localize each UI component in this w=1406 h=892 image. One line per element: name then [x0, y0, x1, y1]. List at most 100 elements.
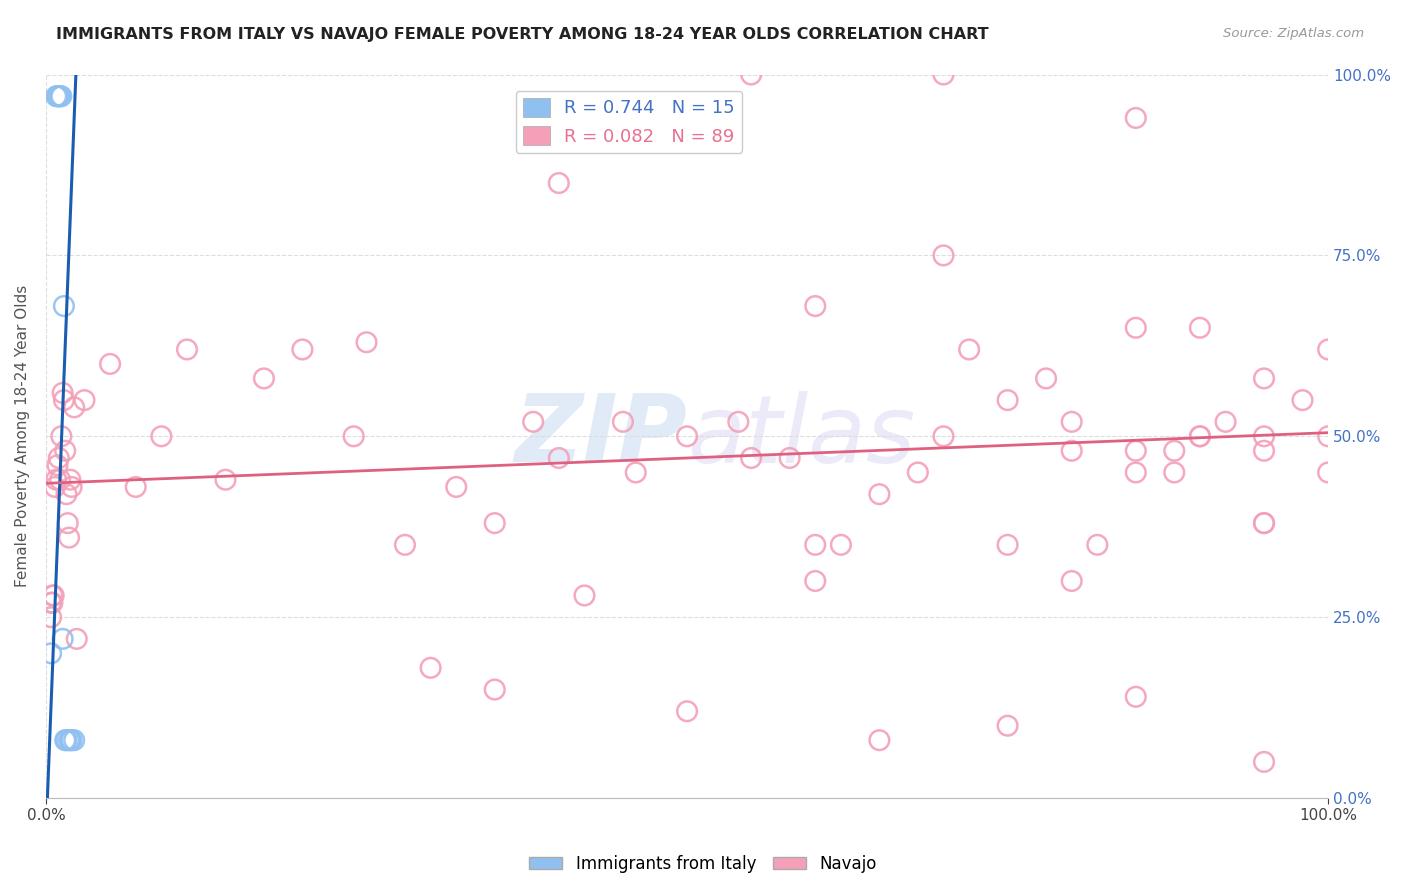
Point	[63, 401, 86, 415]
Point	[1060, 574, 1083, 588]
Point	[1291, 393, 1313, 408]
Point	[45, 89, 67, 103]
Point	[1125, 443, 1147, 458]
Point	[484, 682, 506, 697]
Point	[1188, 429, 1211, 443]
Point	[957, 343, 980, 357]
Point	[868, 733, 890, 747]
Point	[73, 393, 96, 408]
Point	[1085, 538, 1108, 552]
Point	[356, 335, 378, 350]
Point	[49, 473, 72, 487]
Point	[59, 733, 82, 747]
Text: ZIP: ZIP	[515, 391, 688, 483]
Point	[1253, 516, 1275, 530]
Point	[55, 733, 77, 747]
Point	[830, 538, 852, 552]
Point	[52, 393, 75, 408]
Text: Source: ZipAtlas.com: Source: ZipAtlas.com	[1223, 27, 1364, 40]
Point	[1163, 443, 1185, 458]
Point	[52, 385, 75, 400]
Point	[48, 89, 70, 103]
Point	[932, 248, 955, 262]
Point	[45, 473, 67, 487]
Point	[58, 733, 80, 747]
Point	[39, 610, 62, 624]
Point	[1035, 371, 1057, 385]
Point	[547, 450, 569, 465]
Point	[574, 589, 596, 603]
Point	[1125, 466, 1147, 480]
Point	[932, 68, 955, 82]
Point	[907, 466, 929, 480]
Point	[1060, 415, 1083, 429]
Point	[1253, 516, 1275, 530]
Point	[53, 443, 76, 458]
Point	[51, 429, 73, 443]
Point	[804, 574, 827, 588]
Point	[727, 415, 749, 429]
Point	[39, 646, 62, 660]
Point	[1163, 466, 1185, 480]
Point	[868, 487, 890, 501]
Point	[176, 343, 198, 357]
Legend: Immigrants from Italy, Navajo: Immigrants from Italy, Navajo	[523, 848, 883, 880]
Point	[1125, 690, 1147, 704]
Point	[56, 516, 79, 530]
Point	[522, 415, 544, 429]
Point	[1215, 415, 1237, 429]
Point	[60, 733, 83, 747]
Point	[48, 450, 70, 465]
Point	[1125, 111, 1147, 125]
Point	[49, 89, 72, 103]
Point	[291, 343, 314, 357]
Point	[63, 733, 86, 747]
Point	[125, 480, 148, 494]
Y-axis label: Female Poverty Among 18-24 Year Olds: Female Poverty Among 18-24 Year Olds	[15, 285, 30, 588]
Point	[1317, 343, 1340, 357]
Point	[1125, 320, 1147, 334]
Point	[46, 89, 69, 103]
Point	[55, 487, 77, 501]
Point	[343, 429, 366, 443]
Point	[997, 393, 1019, 408]
Point	[150, 429, 173, 443]
Point	[53, 733, 76, 747]
Point	[394, 538, 416, 552]
Point	[46, 458, 69, 473]
Point	[59, 473, 82, 487]
Point	[214, 473, 236, 487]
Point	[42, 589, 65, 603]
Point	[44, 480, 66, 494]
Point	[446, 480, 468, 494]
Point	[1253, 755, 1275, 769]
Point	[547, 176, 569, 190]
Point	[39, 596, 62, 610]
Point	[1188, 429, 1211, 443]
Text: IMMIGRANTS FROM ITALY VS NAVAJO FEMALE POVERTY AMONG 18-24 YEAR OLDS CORRELATION: IMMIGRANTS FROM ITALY VS NAVAJO FEMALE P…	[56, 27, 988, 42]
Point	[98, 357, 121, 371]
Point	[932, 429, 955, 443]
Point	[612, 415, 634, 429]
Text: atlas: atlas	[688, 391, 915, 482]
Point	[253, 371, 276, 385]
Point	[1253, 443, 1275, 458]
Point	[52, 632, 75, 646]
Point	[51, 89, 73, 103]
Point	[676, 429, 699, 443]
Point	[41, 596, 63, 610]
Point	[997, 538, 1019, 552]
Point	[1188, 320, 1211, 334]
Point	[52, 299, 75, 313]
Point	[48, 89, 70, 103]
Point	[624, 466, 647, 480]
Point	[779, 450, 801, 465]
Point	[1060, 443, 1083, 458]
Point	[740, 68, 762, 82]
Point	[997, 719, 1019, 733]
Point	[58, 531, 80, 545]
Point	[1253, 429, 1275, 443]
Point	[484, 516, 506, 530]
Point	[804, 299, 827, 313]
Point	[1253, 371, 1275, 385]
